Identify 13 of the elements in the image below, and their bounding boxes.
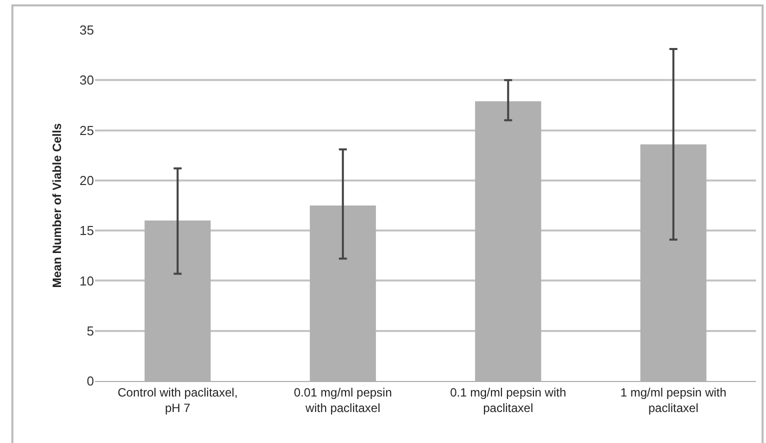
y-tick-label: 25 [80, 122, 94, 138]
x-tick-label: 0.01 mg/ml pepsin with paclitaxel [294, 385, 392, 415]
x-tick-label: Control with paclitaxel, pH 7 [118, 385, 238, 415]
x-tick-label: 0.1 mg/ml pepsin with paclitaxel [450, 385, 566, 415]
y-tick-label: 30 [80, 72, 94, 88]
y-tick-label: 35 [80, 22, 94, 38]
y-tick-label: 20 [80, 172, 94, 188]
y-tick-label: 5 [86, 323, 94, 338]
y-axis-title: Mean Number of Viable Cells [50, 122, 64, 288]
y-tick-label: 15 [80, 223, 94, 238]
y-tick-label: 0 [86, 374, 94, 389]
x-tick-label: 1 mg/ml pepsin with paclitaxel [620, 385, 726, 415]
y-tick-label: 10 [80, 273, 94, 288]
